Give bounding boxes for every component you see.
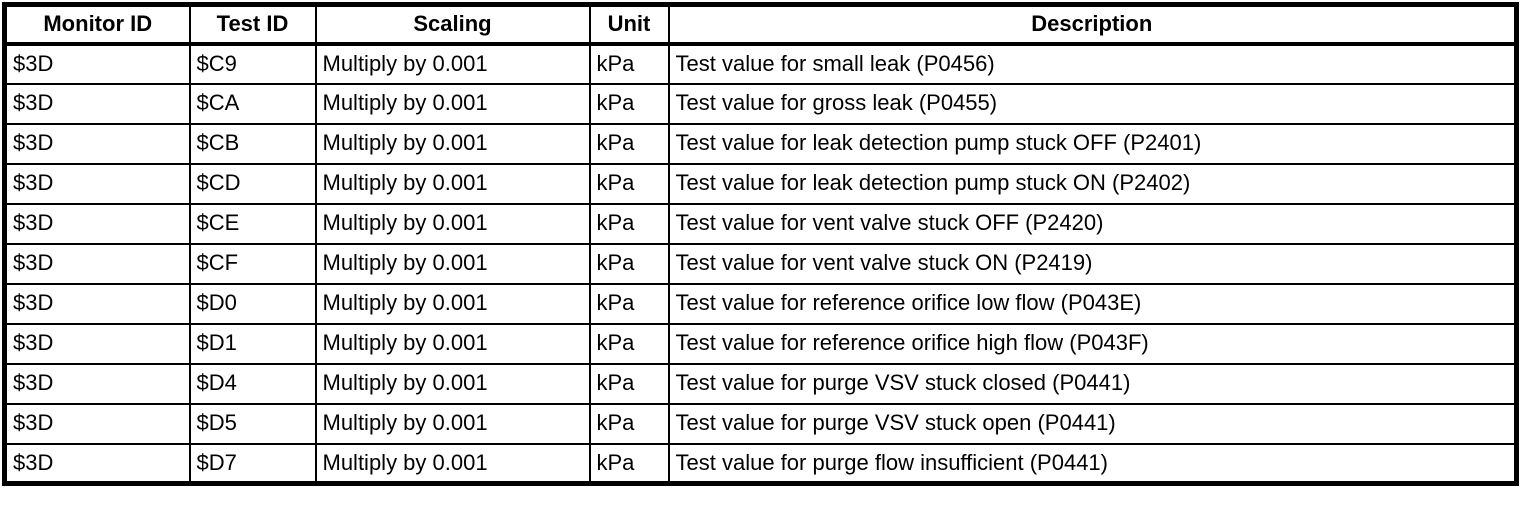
cell-test-id: $CA	[188, 82, 317, 125]
cell-monitor-id: $3D	[3, 362, 191, 405]
cell-test-id: $D0	[188, 282, 317, 325]
cell-monitor-id: $3D	[3, 162, 191, 205]
cell-test-id: $C9	[188, 42, 317, 85]
cell-description: Test value for purge VSV stuck open (P04…	[667, 402, 1518, 445]
cell-monitor-id: $3D	[3, 282, 191, 325]
cell-test-id: $CF	[188, 242, 317, 285]
cell-scaling: Multiply by 0.001	[314, 362, 591, 405]
cell-monitor-id: $3D	[3, 402, 191, 445]
cell-description: Test value for purge VSV stuck closed (P…	[667, 362, 1518, 405]
cell-scaling: Multiply by 0.001	[314, 82, 591, 125]
cell-unit: kPa	[588, 202, 670, 245]
cell-description: Test value for small leak (P0456)	[667, 42, 1518, 85]
cell-description: Test value for purge flow insufficient (…	[667, 442, 1518, 485]
cell-monitor-id: $3D	[3, 442, 191, 485]
cell-monitor-id: $3D	[3, 42, 191, 85]
table-row: $3D $CB Multiply by 0.001 kPa Test value…	[3, 122, 1518, 165]
cell-scaling: Multiply by 0.001	[314, 42, 591, 85]
cell-description: Test value for reference orifice high fl…	[667, 322, 1518, 365]
monitor-test-table: Monitor ID Test ID Scaling Unit Descript…	[2, 2, 1519, 486]
header-cell-description: Description	[667, 3, 1518, 46]
cell-unit: kPa	[588, 162, 670, 205]
cell-unit: kPa	[588, 282, 670, 325]
cell-test-id: $CB	[188, 122, 317, 165]
cell-description: Test value for vent valve stuck ON (P241…	[667, 242, 1518, 285]
cell-test-id: $CE	[188, 202, 317, 245]
table-row: $3D $C9 Multiply by 0.001 kPa Test value…	[3, 42, 1518, 85]
table-row: $3D $D0 Multiply by 0.001 kPa Test value…	[3, 282, 1518, 325]
cell-monitor-id: $3D	[3, 202, 191, 245]
cell-scaling: Multiply by 0.001	[314, 322, 591, 365]
cell-scaling: Multiply by 0.001	[314, 242, 591, 285]
cell-monitor-id: $3D	[3, 122, 191, 165]
document-table-container: Monitor ID Test ID Scaling Unit Descript…	[2, 2, 1519, 486]
cell-unit: kPa	[588, 42, 670, 85]
cell-scaling: Multiply by 0.001	[314, 202, 591, 245]
table-row: $3D $CE Multiply by 0.001 kPa Test value…	[3, 202, 1518, 245]
table-row: $3D $D1 Multiply by 0.001 kPa Test value…	[3, 322, 1518, 365]
table-row: $3D $CD Multiply by 0.001 kPa Test value…	[3, 162, 1518, 205]
cell-unit: kPa	[588, 362, 670, 405]
cell-description: Test value for leak detection pump stuck…	[667, 122, 1518, 165]
cell-test-id: $D5	[188, 402, 317, 445]
table-row: $3D $D5 Multiply by 0.001 kPa Test value…	[3, 402, 1518, 445]
cell-unit: kPa	[588, 402, 670, 445]
cell-test-id: $D1	[188, 322, 317, 365]
table-row: $3D $CA Multiply by 0.001 kPa Test value…	[3, 82, 1518, 125]
cell-monitor-id: $3D	[3, 322, 191, 365]
table-row: $3D $D7 Multiply by 0.001 kPa Test value…	[3, 442, 1518, 485]
cell-scaling: Multiply by 0.001	[314, 122, 591, 165]
cell-test-id: $D7	[188, 442, 317, 485]
table-row: $3D $D4 Multiply by 0.001 kPa Test value…	[3, 362, 1518, 405]
header-cell-test-id: Test ID	[188, 3, 317, 46]
cell-test-id: $D4	[188, 362, 317, 405]
cell-description: Test value for leak detection pump stuck…	[667, 162, 1518, 205]
cell-description: Test value for gross leak (P0455)	[667, 82, 1518, 125]
cell-unit: kPa	[588, 242, 670, 285]
cell-description: Test value for vent valve stuck OFF (P24…	[667, 202, 1518, 245]
cell-unit: kPa	[588, 82, 670, 125]
cell-description: Test value for reference orifice low flo…	[667, 282, 1518, 325]
cell-monitor-id: $3D	[3, 82, 191, 125]
cell-scaling: Multiply by 0.001	[314, 162, 591, 205]
table-row: $3D $CF Multiply by 0.001 kPa Test value…	[3, 242, 1518, 285]
cell-unit: kPa	[588, 442, 670, 485]
header-cell-scaling: Scaling	[314, 3, 591, 46]
header-cell-unit: Unit	[588, 3, 670, 46]
cell-monitor-id: $3D	[3, 242, 191, 285]
cell-unit: kPa	[588, 322, 670, 365]
table-header-row: Monitor ID Test ID Scaling Unit Descript…	[3, 3, 1518, 46]
cell-scaling: Multiply by 0.001	[314, 402, 591, 445]
cell-test-id: $CD	[188, 162, 317, 205]
cell-unit: kPa	[588, 122, 670, 165]
cell-scaling: Multiply by 0.001	[314, 282, 591, 325]
cell-scaling: Multiply by 0.001	[314, 442, 591, 485]
header-cell-monitor-id: Monitor ID	[3, 3, 191, 46]
